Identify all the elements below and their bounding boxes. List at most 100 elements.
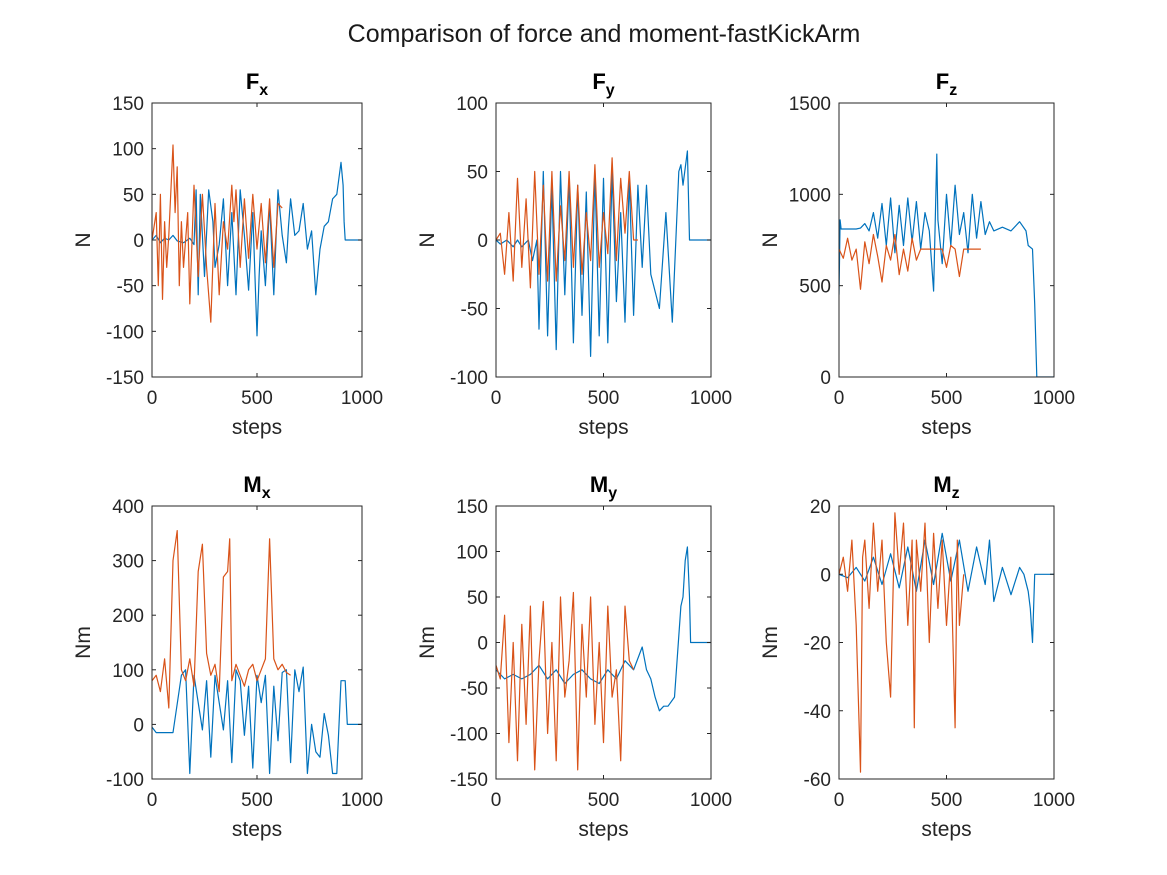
y-axis-label: N <box>72 232 95 247</box>
y-tick-label: 50 <box>467 163 488 184</box>
series-line-2 <box>152 529 291 709</box>
y-tick-label: 400 <box>112 497 144 518</box>
x-tick-label: 0 <box>834 388 845 409</box>
subplot-title-main: F <box>936 69 949 94</box>
y-tick-label: -20 <box>804 634 831 655</box>
y-tick-label: 300 <box>112 552 144 573</box>
x-tick-label: 0 <box>147 388 158 409</box>
x-tick-label: 1000 <box>1033 388 1075 409</box>
subplot-title-main: F <box>592 69 605 94</box>
y-tick-label: -50 <box>117 277 144 298</box>
x-tick-label: 500 <box>588 790 620 811</box>
y-tick-label: 100 <box>112 140 144 161</box>
series-line-2 <box>496 591 635 771</box>
y-tick-label: -100 <box>450 368 488 389</box>
series-line-2 <box>839 512 965 773</box>
subplot-title-subscript: y <box>606 82 615 99</box>
y-tick-label: 200 <box>112 606 144 627</box>
y-tick-label: 0 <box>133 231 144 252</box>
y-tick-label: 0 <box>477 231 488 252</box>
y-tick-label: 0 <box>820 565 831 586</box>
subplot-title-main: F <box>246 69 259 94</box>
subplot-3: 0 500 1000 0 500 1000 1500 steps N Fz <box>759 69 1075 439</box>
subplot-title-subscript: z <box>949 82 957 99</box>
x-tick-label: 500 <box>931 790 963 811</box>
y-tick-label: -40 <box>804 702 831 723</box>
y-tick-label: 0 <box>133 715 144 736</box>
y-tick-label: 50 <box>123 185 144 206</box>
x-tick-label: 0 <box>834 790 845 811</box>
y-axis-label: Nm <box>759 626 782 659</box>
x-axis-label: steps <box>921 818 971 841</box>
x-tick-label: 500 <box>588 388 620 409</box>
series-line-1 <box>839 153 1054 377</box>
y-tick-label: 50 <box>467 588 488 609</box>
x-tick-label: 500 <box>931 388 963 409</box>
x-tick-label: 500 <box>241 790 273 811</box>
x-axis-label: steps <box>232 818 282 841</box>
subplot-title-main: M <box>243 472 261 497</box>
series-line-2 <box>496 157 638 289</box>
y-tick-label: 20 <box>810 497 831 518</box>
subplot-1: 0 500 1000 -150 -100 -50 0 50 100 150 steps N Fx <box>72 69 383 439</box>
subplot-title: Fy <box>592 69 614 99</box>
y-tick-label: 100 <box>456 543 488 564</box>
subplot-title-main: M <box>933 472 951 497</box>
figure-title: Comparison of force and moment-fastKickA… <box>348 20 861 48</box>
subplot-title-subscript: x <box>259 82 268 99</box>
y-tick-label: -100 <box>450 725 488 746</box>
subplot-title-subscript: y <box>608 485 617 502</box>
x-axis-label: steps <box>232 416 282 439</box>
y-tick-label: 150 <box>456 497 488 518</box>
x-tick-label: 0 <box>491 790 502 811</box>
x-tick-label: 1000 <box>341 790 383 811</box>
x-axis-label: steps <box>578 818 628 841</box>
x-tick-label: 500 <box>241 388 273 409</box>
subplot-title: Mx <box>243 472 270 502</box>
x-tick-label: 1000 <box>341 388 383 409</box>
series-line-1 <box>152 666 362 775</box>
series-line-1 <box>496 150 711 357</box>
subplot-title: Mz <box>933 472 959 502</box>
x-axis-label: steps <box>578 416 628 439</box>
subplot-title: Fx <box>246 69 268 99</box>
subplot-title-subscript: x <box>262 485 271 502</box>
y-tick-label: 1000 <box>789 185 831 206</box>
y-axis-label: Nm <box>416 626 439 659</box>
subplot-title-main: M <box>590 472 608 497</box>
subplot-2: 0 500 1000 -100 -50 0 50 100 steps N Fy <box>416 69 732 439</box>
y-axis-label: N <box>416 232 439 247</box>
x-tick-label: 1000 <box>1033 790 1075 811</box>
x-tick-label: 1000 <box>690 790 732 811</box>
subplot-6: 0 500 1000 -60 -40 -20 0 20 steps Nm Mz <box>759 472 1075 841</box>
x-tick-label: 0 <box>491 388 502 409</box>
subplot-title-subscript: z <box>952 485 960 502</box>
y-tick-label: 100 <box>456 94 488 115</box>
x-tick-label: 1000 <box>690 388 732 409</box>
y-tick-label: -60 <box>804 770 831 791</box>
series-line-1 <box>152 161 362 337</box>
y-tick-label: 150 <box>112 94 144 115</box>
x-axis-label: steps <box>921 416 971 439</box>
y-tick-label: -150 <box>450 770 488 791</box>
x-tick-label: 0 <box>147 790 158 811</box>
subplot-5: 0 500 1000 -150 -100 -50 0 50 100 150 steps Nm My <box>416 472 732 841</box>
y-axis-label: Nm <box>72 626 95 659</box>
y-tick-label: -100 <box>106 322 144 343</box>
subplot-title: My <box>590 472 617 502</box>
y-tick-label: -150 <box>106 368 144 389</box>
y-tick-label: -100 <box>106 770 144 791</box>
y-tick-label: 0 <box>477 634 488 655</box>
y-tick-label: 100 <box>112 661 144 682</box>
y-tick-label: 0 <box>820 368 831 389</box>
series-line-2 <box>152 144 283 323</box>
y-tick-label: -50 <box>461 679 488 700</box>
y-tick-label: 500 <box>799 277 831 298</box>
subplot-title: Fz <box>936 69 957 99</box>
y-tick-label: -50 <box>461 300 488 321</box>
y-tick-label: 1500 <box>789 94 831 115</box>
series-line-2 <box>839 233 981 290</box>
